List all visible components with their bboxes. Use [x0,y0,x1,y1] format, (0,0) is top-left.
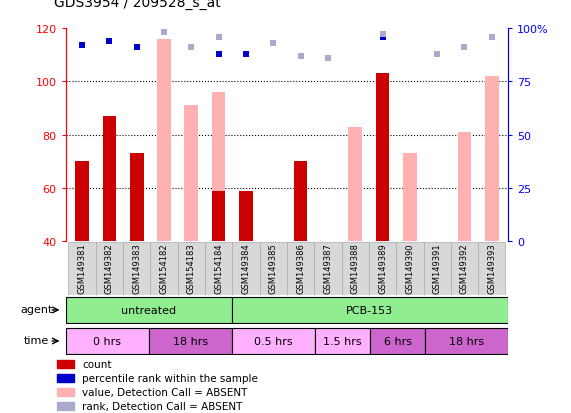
Bar [260,242,287,295]
Bar [293,162,307,242]
Bar [369,242,396,295]
Text: percentile rank within the sample: percentile rank within the sample [82,373,258,383]
Text: GSM154184: GSM154184 [214,242,223,293]
Bar [424,242,451,295]
Bar [57,374,74,382]
Text: 0 hrs: 0 hrs [93,336,121,346]
Bar [103,116,116,242]
Text: GSM149384: GSM149384 [242,242,251,293]
Bar [205,242,232,295]
Bar [123,242,150,295]
Bar [239,191,253,242]
Text: GSM149381: GSM149381 [78,242,87,293]
Bar [396,242,424,295]
Text: 0.5 hrs: 0.5 hrs [254,336,292,346]
Bar [157,40,171,242]
Text: agent: agent [20,304,53,314]
Text: GSM149388: GSM149388 [351,242,360,293]
Bar [376,74,389,242]
Bar [403,154,417,242]
Bar [75,162,89,242]
Bar [485,77,498,242]
Text: GSM149389: GSM149389 [378,242,387,293]
Bar [178,242,205,295]
Text: GSM149391: GSM149391 [433,242,441,293]
Text: GSM149392: GSM149392 [460,242,469,293]
Bar [212,191,226,242]
Text: GSM149393: GSM149393 [487,242,496,293]
Text: PCB-153: PCB-153 [347,305,393,315]
Text: time: time [23,335,49,345]
Text: 6 hrs: 6 hrs [384,336,412,346]
Bar [341,242,369,295]
Bar [57,388,74,396]
Bar [348,127,362,242]
Bar [314,242,341,295]
Text: 18 hrs: 18 hrs [449,336,484,346]
Bar [370,328,425,354]
Text: untreated: untreated [121,305,176,315]
Text: value, Detection Call = ABSENT: value, Detection Call = ABSENT [82,387,247,397]
Bar [57,360,74,368]
Bar [232,297,508,323]
Bar [457,133,471,242]
Bar [232,328,315,354]
Text: GSM154183: GSM154183 [187,242,196,293]
Text: GSM149385: GSM149385 [269,242,278,293]
Bar [425,328,508,354]
Bar [376,93,389,242]
Bar [66,297,232,323]
Bar [287,242,314,295]
Bar [96,242,123,295]
Bar [148,328,232,354]
Text: GSM149382: GSM149382 [105,242,114,293]
Bar [184,106,198,242]
Bar [212,93,226,242]
Text: GSM149386: GSM149386 [296,242,305,293]
Text: GDS3954 / 209528_s_at: GDS3954 / 209528_s_at [54,0,221,10]
Text: GSM149383: GSM149383 [132,242,141,293]
Text: rank, Detection Call = ABSENT: rank, Detection Call = ABSENT [82,401,242,411]
Bar [478,242,505,295]
Text: 1.5 hrs: 1.5 hrs [323,336,361,346]
Bar [232,242,260,295]
Bar [66,328,148,354]
Text: GSM154182: GSM154182 [159,242,168,293]
Text: 18 hrs: 18 hrs [172,336,208,346]
Bar [150,242,178,295]
Bar [57,402,74,410]
Bar [451,242,478,295]
Text: GSM149390: GSM149390 [405,242,415,293]
Bar [315,328,370,354]
Bar [130,154,143,242]
Text: count: count [82,359,111,369]
Text: GSM149387: GSM149387 [323,242,332,293]
Bar [69,242,96,295]
